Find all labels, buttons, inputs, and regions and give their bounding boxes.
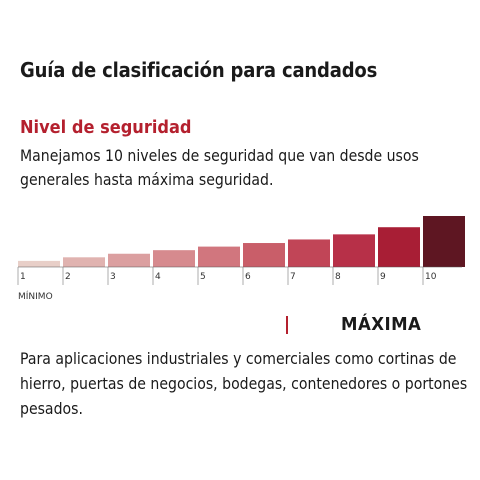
page-title: Guía de clasificación para candados <box>20 58 378 82</box>
intro-text: Manejamos 10 niveles de seguridad que va… <box>20 146 419 189</box>
level-number-9: 9 <box>380 272 386 282</box>
security-level-scale: 1 2 3 4 5 6 7 8 9 10 MÍNIMO <box>17 216 465 302</box>
level-bar-1 <box>18 260 60 267</box>
level-bar-6 <box>243 243 285 267</box>
min-label: MÍNIMO <box>18 290 53 302</box>
level-bar-7 <box>288 239 330 267</box>
level-number-2: 2 <box>65 272 71 282</box>
level-label: MÁXIMA <box>341 314 422 335</box>
level-description: Para aplicaciones industriales y comerci… <box>20 349 468 418</box>
section-heading: Nivel de seguridad <box>20 117 192 138</box>
level-marker <box>286 316 288 334</box>
level-bar-4 <box>153 250 195 267</box>
level-number-8: 8 <box>335 272 341 282</box>
level-number-5: 5 <box>200 272 206 282</box>
level-number-10: 10 <box>425 272 437 282</box>
level-number-1: 1 <box>20 272 26 282</box>
level-bar-3 <box>108 253 150 267</box>
level-number-4: 4 <box>155 272 161 282</box>
level-bar-8 <box>333 234 375 267</box>
level-number-7: 7 <box>290 272 296 282</box>
level-bar-10 <box>423 216 465 267</box>
level-number-6: 6 <box>245 272 251 282</box>
level-bar-9 <box>378 227 420 267</box>
level-number-3: 3 <box>110 272 116 282</box>
level-bar-5 <box>198 246 240 267</box>
level-bar-2 <box>63 257 105 267</box>
